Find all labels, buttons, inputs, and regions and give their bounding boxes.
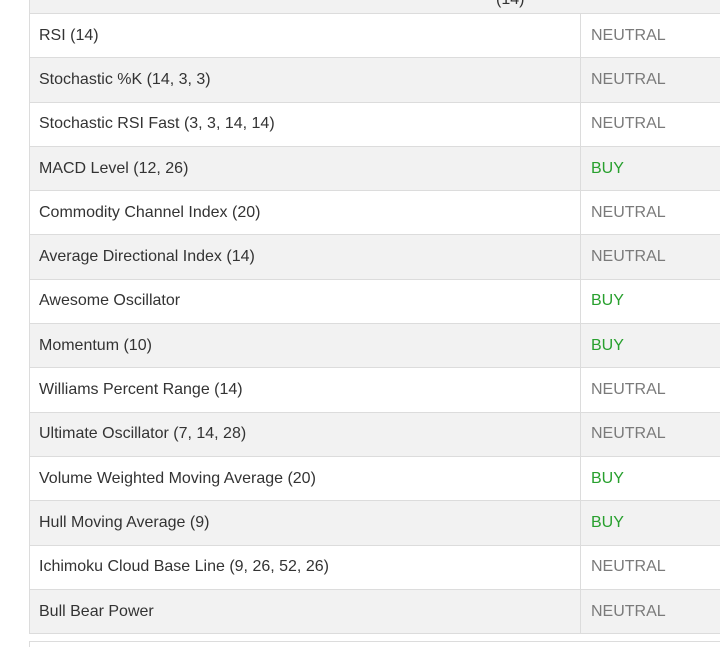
indicator-name: Stochastic %K (14, 3, 3) — [30, 58, 581, 102]
indicator-name: Stochastic RSI Fast (3, 3, 14, 14) — [30, 102, 581, 146]
table-row: Williams Percent Range (14) NEUTRAL — [29, 368, 720, 413]
table-row: Awesome Oscillator BUY — [29, 279, 720, 325]
indicator-name: Hull Moving Average (9) — [30, 501, 581, 545]
table-row: Stochastic %K (14, 3, 3) NEUTRAL — [29, 58, 720, 103]
indicator-signal: NEUTRAL — [591, 115, 666, 133]
indicator-name: Commodity Channel Index (20) — [30, 191, 581, 235]
indicator-name: RSI (14) — [30, 14, 581, 58]
indicator-name: Volume Weighted Moving Average (20) — [30, 456, 581, 501]
indicator-signal: BUY — [591, 513, 624, 531]
table-row: Commodity Channel Index (20) NEUTRAL — [29, 191, 720, 236]
table-row: RSI (14) NEUTRAL — [29, 14, 720, 59]
indicator-signal: BUY — [591, 159, 624, 177]
table-row: MACD Level (12, 26) BUY — [29, 146, 720, 192]
indicator-name: Awesome Oscillator — [30, 279, 581, 324]
indicator-signal: NEUTRAL — [591, 248, 666, 266]
header-partial-text: (14) — [496, 0, 524, 9]
indicator-signal: BUY — [591, 292, 624, 310]
indicator-signal: BUY — [591, 469, 624, 487]
table-header-strip: (14) — [29, 0, 720, 14]
table-body: RSI (14) NEUTRAL Stochastic %K (14, 3, 3) N… — [29, 14, 720, 635]
table-row: Average Directional Index (14) NEUTRAL — [29, 235, 720, 280]
indicator-signal: BUY — [591, 336, 624, 354]
indicator-name: MACD Level (12, 26) — [30, 146, 581, 191]
indicator-signal: NEUTRAL — [591, 203, 666, 221]
indicator-name: Bull Bear Power — [30, 589, 581, 634]
table-row: Hull Moving Average (9) BUY — [29, 501, 720, 546]
table-row: Ultimate Oscillator (7, 14, 28) NEUTRAL — [29, 412, 720, 457]
table-row: Stochastic RSI Fast (3, 3, 14, 14) NEUTRA… — [29, 102, 720, 147]
table-row: Volume Weighted Moving Average (20) BUY — [29, 456, 720, 502]
indicator-signal: NEUTRAL — [591, 425, 666, 443]
indicator-signal: NEUTRAL — [591, 70, 666, 88]
table-row: Bull Bear Power NEUTRAL — [29, 589, 720, 635]
indicator-name: Williams Percent Range (14) — [30, 368, 581, 412]
indicator-signal: NEUTRAL — [591, 602, 666, 620]
table-row: Ichimoku Cloud Base Line (9, 26, 52, 26)… — [29, 545, 720, 590]
indicator-name: Momentum (10) — [30, 324, 581, 368]
indicator-signal: NEUTRAL — [591, 26, 666, 44]
indicator-signal: NEUTRAL — [591, 558, 666, 576]
indicator-name: Ichimoku Cloud Base Line (9, 26, 52, 26) — [30, 545, 581, 589]
table-row: Momentum (10) BUY — [29, 324, 720, 369]
indicator-signal: NEUTRAL — [591, 381, 666, 399]
indicator-name: Ultimate Oscillator (7, 14, 28) — [30, 412, 581, 456]
table-footer-strip — [29, 641, 720, 647]
indicator-name: Average Directional Index (14) — [30, 235, 581, 279]
